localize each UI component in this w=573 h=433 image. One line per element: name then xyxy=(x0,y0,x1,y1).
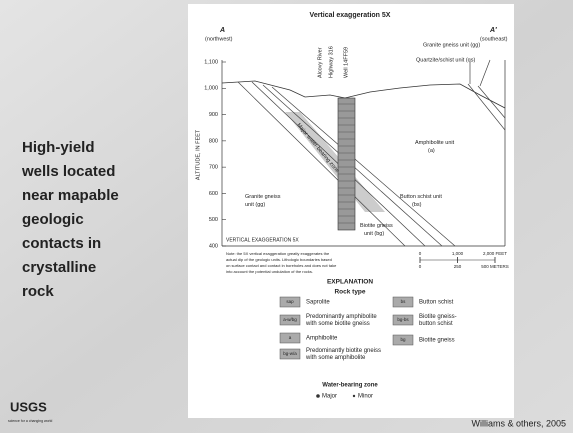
legend-name: Button schist xyxy=(419,300,454,306)
logo: USGS xyxy=(10,399,47,414)
note-line: Note: the 5X vertical exaggeration great… xyxy=(226,251,330,256)
legend-name: with some amphibolite xyxy=(305,355,366,361)
note-line: actual dip of the geologic units. Lithol… xyxy=(226,257,332,262)
y-tick-label: 600 xyxy=(209,191,218,197)
legend-name: with some biotite gneiss xyxy=(305,321,370,327)
legend-water: Minor xyxy=(358,394,373,400)
y-tick-label: 1,100 xyxy=(204,59,218,65)
legend-dot xyxy=(316,394,320,398)
rock-type-heading: Rock type xyxy=(334,289,365,296)
axis-label: ALTITUDE, IN FEET xyxy=(195,129,201,180)
scale-label: 250 xyxy=(454,264,462,269)
unit-label: Granite gneiss unit (gg) xyxy=(423,42,480,48)
exaggeration-note: VERTICAL EXAGGERATION 5X xyxy=(226,237,299,243)
legend-name: Biotite gneiss- xyxy=(419,314,457,320)
start-direction: (northwest) xyxy=(205,36,233,42)
y-tick-label: 800 xyxy=(209,138,218,144)
y-tick-label: 400 xyxy=(209,243,218,249)
legend-name: Saprolite xyxy=(306,300,330,306)
water-heading: Water-bearing zone xyxy=(322,383,378,389)
legend-dot xyxy=(353,395,355,397)
y-tick-label: 1,000 xyxy=(204,86,218,92)
legend-water: Major xyxy=(322,394,337,400)
explanation-title: EXPLANATION xyxy=(327,279,373,286)
legend-code: a-w/bg xyxy=(283,317,297,322)
scale-label: 2,000 FEET xyxy=(483,251,507,256)
legend-name: Predominantly biotite gneiss xyxy=(306,348,381,354)
legend-code: sap xyxy=(286,299,294,304)
end-direction: (southeast) xyxy=(480,36,508,42)
feature-label: Alcovy River xyxy=(317,47,323,78)
logo-tagline: science for a changing world xyxy=(8,419,52,423)
legend-code: bg-w/a xyxy=(283,351,297,356)
unit-label: Quartzite/schist unit (qs) xyxy=(416,57,475,63)
y-tick-label: 500 xyxy=(209,217,218,223)
well xyxy=(338,98,355,230)
feature-label: Highway 316 xyxy=(328,46,334,78)
credit: Williams & others, 2005 xyxy=(471,418,566,428)
legend-name: Amphibolite xyxy=(306,336,338,342)
legend-name: Predominantly amphibolite xyxy=(306,314,377,320)
slide: High-yieldwells locatednear mapablegeolo… xyxy=(0,0,573,433)
y-tick-label: 900 xyxy=(209,112,218,118)
scale-label: 500 METERS xyxy=(481,264,509,269)
legend-name: Biotite gneiss xyxy=(419,338,455,344)
section-start: A xyxy=(219,27,225,34)
legend-name: button schist xyxy=(419,321,453,327)
feature-label: Well 14FF59 xyxy=(343,47,349,78)
legend-code: bs xyxy=(401,299,407,304)
note-line: on surface contact and contact in boreho… xyxy=(226,263,337,268)
y-tick-label: 700 xyxy=(209,165,218,171)
legend-code: bg-bs xyxy=(397,317,409,322)
section-end: A′ xyxy=(489,27,497,34)
figure-title: Vertical exaggeration 5X xyxy=(310,12,391,19)
note-line: into account the potential undulation of… xyxy=(226,269,313,274)
legend-code: bg xyxy=(400,337,406,342)
scale-label: 1,000 xyxy=(452,251,464,256)
